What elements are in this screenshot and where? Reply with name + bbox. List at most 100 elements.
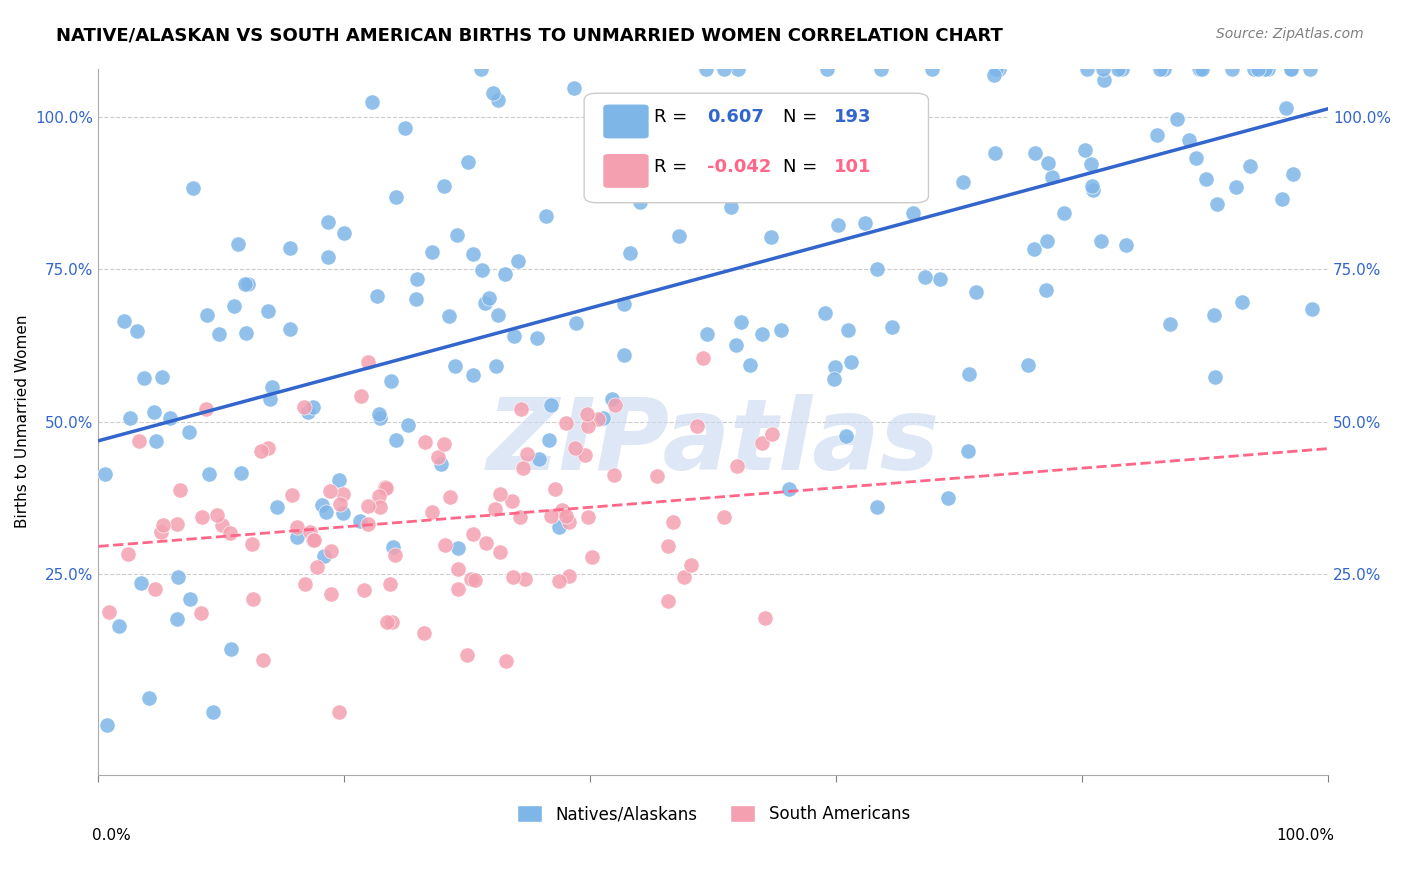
Point <box>357 500 380 514</box>
Point <box>302 533 325 548</box>
Text: 0.0%: 0.0% <box>93 828 131 843</box>
Point <box>689 125 711 139</box>
Point <box>628 195 651 210</box>
Point <box>463 527 485 541</box>
Point <box>1225 180 1247 194</box>
Point <box>447 562 470 576</box>
Point <box>540 398 562 412</box>
Point <box>384 548 406 562</box>
Point <box>333 226 356 240</box>
Point <box>437 309 460 323</box>
Point <box>1279 62 1302 76</box>
Point <box>901 206 924 220</box>
Point <box>294 576 316 591</box>
Point <box>179 425 201 439</box>
FancyBboxPatch shape <box>603 103 650 139</box>
Point <box>117 547 139 561</box>
Point <box>405 271 427 285</box>
Point <box>738 358 761 372</box>
Point <box>201 705 224 719</box>
Point <box>1149 62 1171 76</box>
Point <box>349 514 371 528</box>
Point <box>474 296 496 310</box>
Point <box>375 615 398 630</box>
Point <box>695 62 717 76</box>
Point <box>814 305 837 319</box>
Point <box>256 303 278 318</box>
Point <box>1257 62 1279 76</box>
Point <box>716 101 738 115</box>
Point <box>1017 358 1039 372</box>
Point <box>328 705 350 719</box>
Point <box>150 369 173 384</box>
Point <box>733 97 755 112</box>
Point <box>474 536 496 550</box>
Point <box>754 611 776 625</box>
Point <box>166 612 188 626</box>
Point <box>461 246 484 260</box>
Point <box>235 326 257 340</box>
FancyBboxPatch shape <box>583 94 928 202</box>
Point <box>647 469 669 483</box>
Point <box>302 400 325 414</box>
Point <box>194 401 217 416</box>
Point <box>558 569 581 583</box>
Point <box>1189 62 1212 76</box>
Point <box>420 505 443 519</box>
Y-axis label: Births to Unmarried Women: Births to Unmarried Women <box>15 315 30 528</box>
Point <box>434 538 457 552</box>
Point <box>132 371 155 385</box>
Point <box>692 351 714 365</box>
Point <box>619 246 641 260</box>
Point <box>229 466 252 480</box>
Point <box>770 323 793 337</box>
Point <box>396 418 419 433</box>
Point <box>1220 62 1243 76</box>
Point <box>827 218 849 232</box>
Point <box>443 359 465 373</box>
Point <box>461 368 484 382</box>
Point <box>292 400 315 414</box>
Point <box>198 467 221 481</box>
Point <box>725 337 748 351</box>
Text: -0.042: -0.042 <box>707 159 772 177</box>
Text: R =: R = <box>654 108 693 126</box>
Legend: Natives/Alaskans, South Americans: Natives/Alaskans, South Americans <box>510 798 917 830</box>
Point <box>484 502 506 516</box>
Point <box>332 486 354 500</box>
Text: 101: 101 <box>834 159 872 177</box>
Point <box>319 544 342 558</box>
Point <box>166 517 188 532</box>
Point <box>382 540 405 554</box>
Point <box>603 398 626 412</box>
Point <box>1092 73 1115 87</box>
Point <box>914 270 936 285</box>
Point <box>952 176 974 190</box>
Point <box>581 550 603 565</box>
Point <box>145 434 167 448</box>
Point <box>548 574 571 588</box>
Point <box>1243 62 1265 76</box>
Point <box>385 434 408 448</box>
Point <box>778 482 800 496</box>
Point <box>1254 62 1277 76</box>
Point <box>1185 151 1208 165</box>
Point <box>1076 62 1098 76</box>
Text: N =: N = <box>783 159 824 177</box>
Point <box>815 62 838 76</box>
Point <box>478 291 501 305</box>
Point <box>312 549 335 563</box>
Point <box>494 267 516 281</box>
Point <box>456 648 478 663</box>
Point <box>222 300 245 314</box>
Point <box>159 411 181 425</box>
Point <box>488 308 510 322</box>
Point <box>426 450 449 464</box>
Point <box>464 573 486 587</box>
Point <box>356 355 378 369</box>
Point <box>872 115 894 129</box>
Point <box>329 497 352 511</box>
Point <box>112 313 135 327</box>
Point <box>311 498 333 512</box>
Point <box>657 593 679 607</box>
